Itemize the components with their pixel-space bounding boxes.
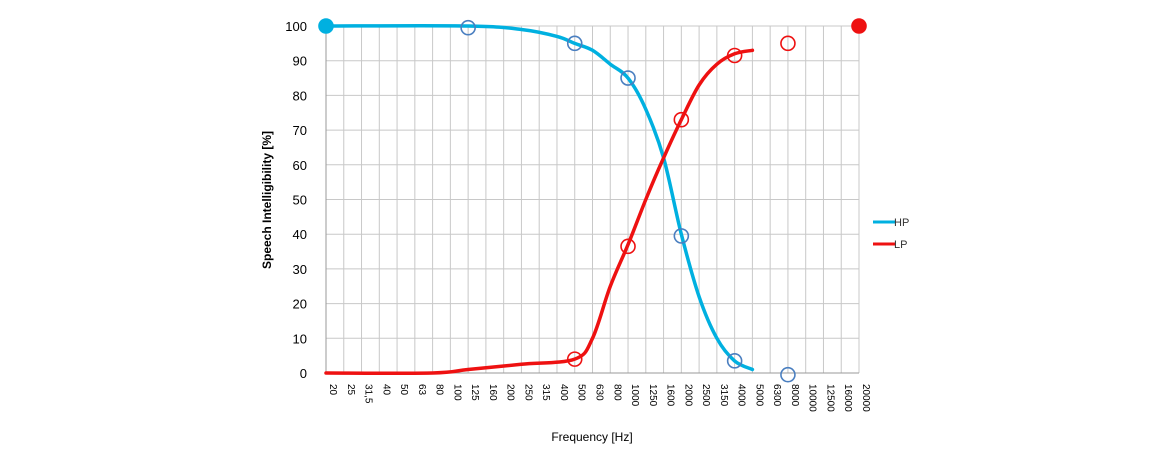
series-line-lp	[324, 48, 755, 376]
data-point-lp	[566, 351, 583, 367]
series-markers	[318, 18, 867, 383]
legend-label-lp: LP	[894, 239, 907, 251]
series-lines	[324, 23, 755, 376]
x-tick-label: 10000	[807, 384, 818, 412]
chart-grid	[325, 25, 860, 374]
y-tick-label: 100	[285, 19, 307, 34]
data-point-lp	[851, 18, 867, 34]
x-tick-label: 500	[576, 384, 587, 401]
x-tick-label: 250	[522, 384, 533, 401]
x-tick-label: 1600	[665, 384, 676, 407]
x-tick-label: 5000	[753, 384, 764, 407]
x-tick-label: 315	[540, 384, 551, 401]
x-axis-ticks: 20 25 31,5 40 50 63 80 100 125 160 200 250 315 400 500…	[327, 384, 871, 412]
y-axis-title: Speech Intelligibility [%]	[260, 131, 274, 269]
y-tick-label: 70	[293, 123, 307, 138]
data-point-hp	[780, 366, 796, 383]
data-point-hp	[318, 18, 334, 34]
x-tick-label: 160	[487, 384, 498, 401]
y-tick-label: 80	[293, 88, 307, 103]
y-tick-label: 50	[293, 193, 307, 208]
y-tick-label: 60	[293, 158, 307, 173]
x-tick-label: 2000	[682, 384, 693, 407]
x-tick-label: 200	[505, 384, 516, 401]
legend-label-hp: HP	[894, 217, 909, 229]
y-tick-label: 20	[293, 297, 307, 312]
data-point-hp	[566, 35, 583, 52]
x-tick-label: 3150	[718, 384, 729, 407]
y-tick-label: 40	[293, 227, 307, 242]
data-point-lp	[726, 47, 743, 64]
data-point-hp	[620, 70, 636, 86]
x-tick-label: 1000	[629, 384, 640, 407]
x-tick-label: 800	[611, 384, 622, 401]
data-point-hp	[460, 19, 476, 36]
x-tick-label: 125	[469, 384, 480, 401]
x-tick-label: 2500	[700, 384, 711, 407]
data-point-lp	[780, 35, 796, 52]
x-tick-label: 400	[558, 384, 569, 401]
y-axis-ticks: 0 10 20 30 40 50 60 70 80 90 100	[285, 19, 307, 381]
series-line-hp	[324, 23, 755, 372]
data-point-lp	[620, 238, 636, 255]
y-tick-label: 0	[300, 366, 307, 381]
data-point-lp	[673, 111, 690, 128]
x-tick-label: 100	[451, 384, 462, 401]
x-tick-label: 40	[380, 384, 391, 396]
x-tick-label: 6300	[771, 384, 782, 407]
x-tick-label: 20	[327, 384, 338, 396]
y-tick-label: 90	[293, 54, 307, 69]
y-tick-label: 10	[293, 331, 307, 346]
x-tick-label: 1250	[647, 384, 658, 407]
x-tick-label: 20000	[860, 384, 871, 412]
data-point-hp	[726, 353, 743, 369]
x-tick-label: 16000	[842, 384, 853, 412]
x-tick-label: 8000	[789, 384, 800, 407]
x-tick-label: 63	[416, 384, 427, 396]
x-tick-label: 80	[434, 384, 445, 396]
x-tick-label: 4000	[736, 384, 747, 407]
data-point-hp	[673, 228, 690, 244]
x-tick-label: 25	[345, 384, 356, 396]
y-tick-label: 30	[293, 262, 307, 277]
x-tick-label: 50	[398, 384, 409, 396]
x-tick-label: 630	[594, 384, 605, 401]
x-axis-title: Frequency [Hz]	[551, 430, 632, 444]
legend: HP LP	[873, 217, 909, 251]
x-tick-label: 12500	[824, 384, 835, 412]
x-tick-label: 31,5	[363, 384, 374, 404]
